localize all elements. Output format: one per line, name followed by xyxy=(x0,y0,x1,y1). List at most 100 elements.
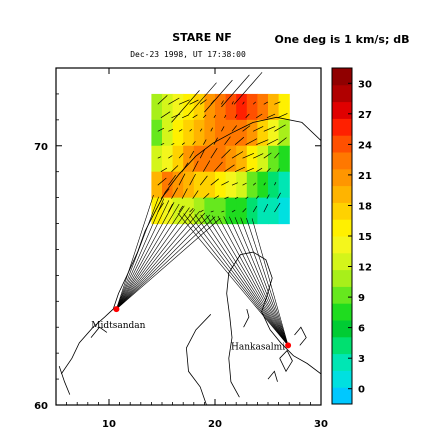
heatmap-layer xyxy=(151,93,290,225)
velocity-vector xyxy=(263,126,276,132)
velocity-vectors xyxy=(157,72,288,213)
velocity-vector xyxy=(189,207,194,213)
heatmap-cell xyxy=(204,171,216,199)
velocity-vector xyxy=(210,178,219,186)
velocity-vector xyxy=(213,137,218,145)
colorbar-tick-label: 21 xyxy=(358,171,372,182)
velocity-vector xyxy=(199,128,203,132)
radar-beams xyxy=(116,194,289,346)
heatmap-cell xyxy=(225,145,237,173)
velocity-vector xyxy=(210,210,214,213)
heatmap-cell xyxy=(151,197,163,225)
velocity-vector xyxy=(231,125,237,132)
heatmap-cell xyxy=(268,93,280,121)
colorbar-tick-label: 0 xyxy=(358,385,365,396)
velocity-vector xyxy=(157,202,164,213)
colorbar-tick-label: 30 xyxy=(358,79,372,90)
heatmap-cell xyxy=(268,171,280,199)
velocity-vector xyxy=(277,192,281,199)
radar-beam xyxy=(116,194,154,310)
velocity-vector xyxy=(192,190,199,199)
velocity-vector xyxy=(245,113,250,119)
velocity-vector xyxy=(253,126,264,132)
chart-scale-note: One deg is 1 km/s; dB xyxy=(275,33,410,46)
velocity-vector xyxy=(252,101,256,105)
velocity-vector xyxy=(277,113,288,119)
heatmap-cell xyxy=(172,145,184,173)
velocity-vector xyxy=(189,99,199,105)
velocity-vector xyxy=(253,153,264,159)
velocity-vector xyxy=(224,196,229,200)
heatmap-cell xyxy=(236,119,248,147)
colorbar-segment xyxy=(332,252,352,271)
radar-beam xyxy=(116,200,170,310)
radar-beam xyxy=(206,215,289,346)
heatmap-cell xyxy=(183,197,195,225)
velocity-vector xyxy=(181,142,185,145)
coastline-segment xyxy=(226,251,321,398)
heatmap-cell xyxy=(225,197,237,225)
velocity-vector xyxy=(221,210,225,213)
heatmap-cell xyxy=(246,93,258,121)
velocity-vector xyxy=(203,114,207,119)
heatmap-cell xyxy=(183,171,195,199)
coastline-segment xyxy=(90,326,108,338)
velocity-vector xyxy=(231,182,238,186)
heatmap-cell xyxy=(215,197,227,225)
velocity-vector xyxy=(189,150,195,159)
y-tick-label: 70 xyxy=(34,142,48,153)
radar-beam xyxy=(177,213,289,346)
velocity-vector xyxy=(213,195,220,200)
velocity-vector xyxy=(231,209,236,213)
heatmap-cell xyxy=(215,93,227,121)
velocity-vector xyxy=(171,187,179,199)
velocity-vector xyxy=(157,177,167,186)
radar-beam xyxy=(194,214,289,346)
velocity-vector xyxy=(168,174,176,186)
colorbar-segment xyxy=(332,68,352,86)
velocity-vector xyxy=(199,148,206,159)
radar-beam xyxy=(116,203,180,310)
coastline-segment xyxy=(294,326,307,346)
colorbar-segment xyxy=(332,303,352,321)
radar-beam xyxy=(189,213,289,346)
heatmap-cell xyxy=(257,197,269,225)
heatmap-cell xyxy=(151,145,163,173)
radar-beam xyxy=(116,207,190,310)
coastline-segment xyxy=(279,349,293,373)
velocity-vector xyxy=(221,74,250,108)
x-tick-label: 30 xyxy=(314,419,328,430)
velocity-vector xyxy=(234,196,239,200)
velocity-vector xyxy=(231,151,244,159)
heatmap-cell xyxy=(257,93,269,121)
velocity-vector xyxy=(210,127,213,132)
velocity-vector xyxy=(189,128,193,132)
velocity-vector xyxy=(168,97,180,105)
velocity-vector xyxy=(256,113,263,119)
heatmap-cell xyxy=(268,197,280,225)
radar-beam xyxy=(223,216,289,346)
coastline-segment xyxy=(243,308,250,328)
velocity-vector xyxy=(252,182,257,186)
velocity-vector xyxy=(202,160,211,172)
radar-site-marker xyxy=(113,306,120,313)
heatmap-cell xyxy=(268,145,280,173)
velocity-vector xyxy=(171,90,200,123)
velocity-vector xyxy=(277,168,280,172)
velocity-vector xyxy=(178,173,186,186)
heatmap-cell xyxy=(172,119,184,147)
colorbar-tick-label: 3 xyxy=(358,354,365,365)
velocity-vector xyxy=(203,193,210,199)
velocity-vector xyxy=(200,209,204,213)
velocity-vector xyxy=(233,72,263,105)
velocity-vector xyxy=(274,182,277,186)
velocity-vector xyxy=(221,100,224,105)
velocity-vector xyxy=(199,175,208,186)
radar-beam xyxy=(200,214,289,346)
colorbar-tick-label: 9 xyxy=(358,293,365,304)
velocity-vector xyxy=(266,194,270,199)
velocity-vector xyxy=(157,95,168,105)
velocity-vector xyxy=(168,128,174,132)
colorbar-segment xyxy=(332,370,352,388)
velocity-vector xyxy=(252,205,258,213)
